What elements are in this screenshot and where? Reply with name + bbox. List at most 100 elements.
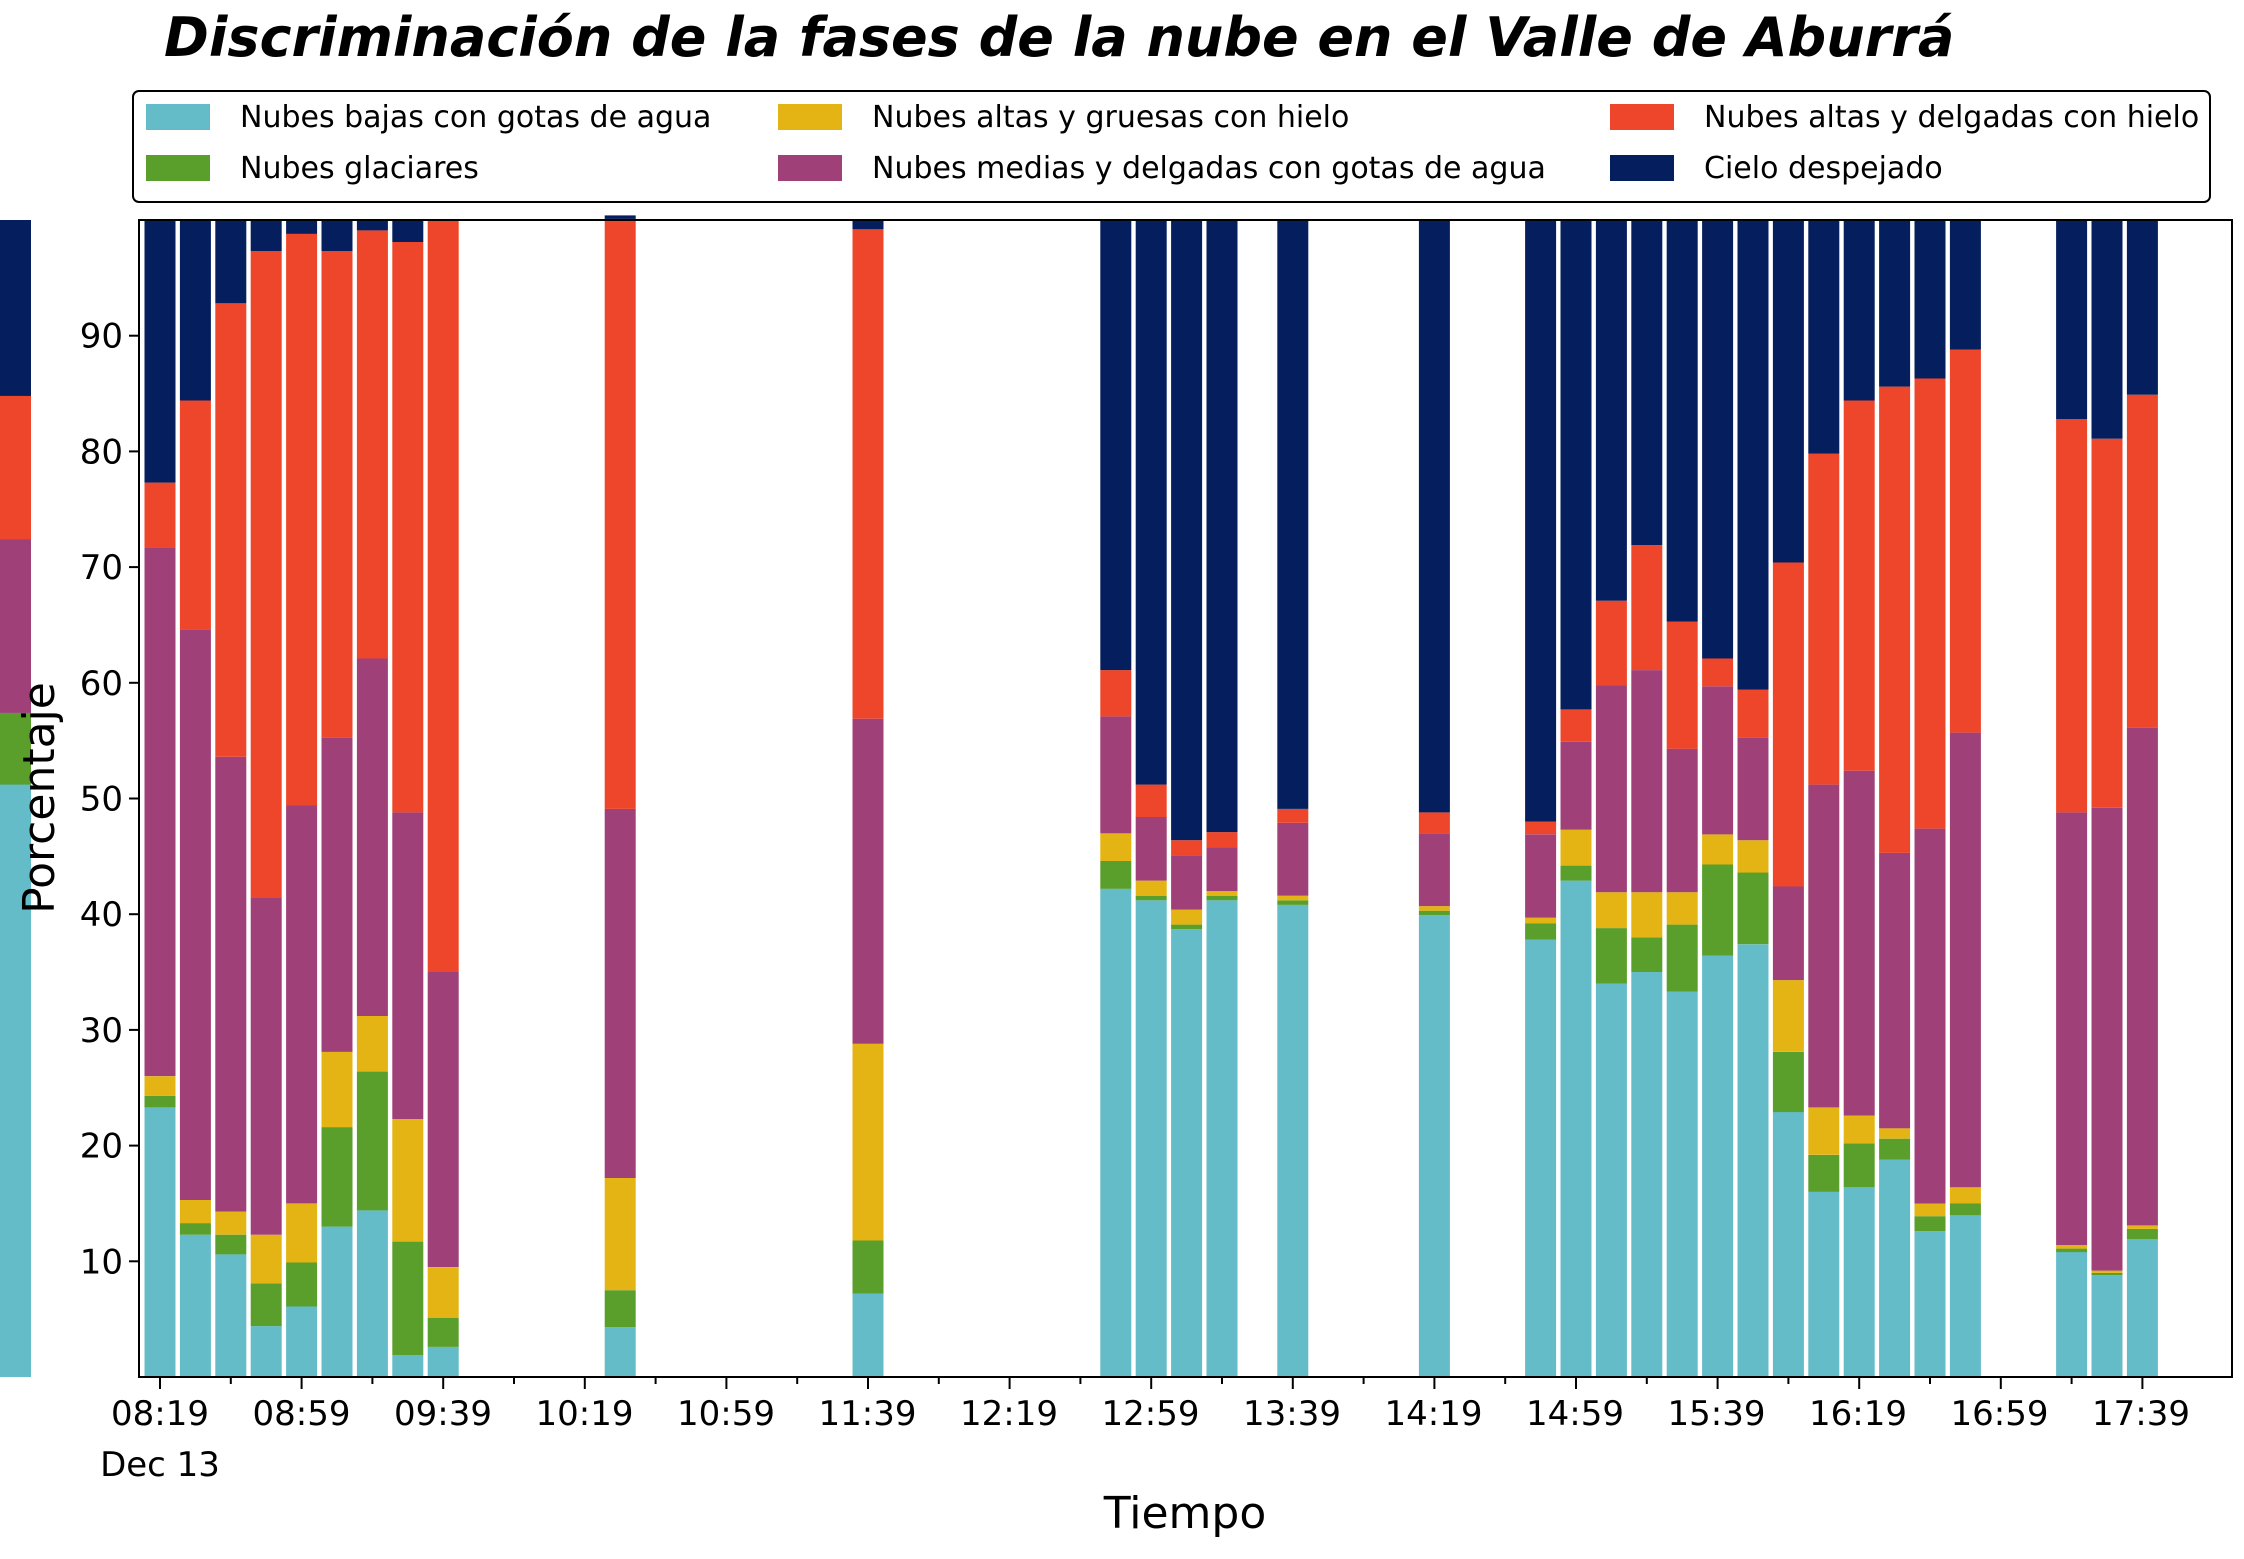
bar-segment xyxy=(1631,892,1663,938)
x-tick-label: 14:19 xyxy=(1385,1394,1483,1434)
bar-segment xyxy=(250,1326,282,1377)
bar-segment xyxy=(1949,1203,1981,1216)
bar-segment xyxy=(1100,888,1132,1377)
bar-segment xyxy=(250,220,282,252)
bar-segment xyxy=(2056,1252,2088,1377)
legend-swatch xyxy=(146,155,210,181)
bar-segment xyxy=(1737,737,1769,841)
y-tick-label: 90 xyxy=(80,317,123,357)
bar-segment xyxy=(1525,923,1557,940)
bar-segment xyxy=(1560,829,1592,866)
bar-segment xyxy=(852,220,884,230)
y-tick-label: 80 xyxy=(80,432,123,472)
bar-segment xyxy=(1914,1203,1946,1217)
legend-entry: Nubes bajas con gotas de agua xyxy=(240,100,711,135)
bar-segment xyxy=(144,1107,176,1377)
x-tick-label: 11:39 xyxy=(819,1394,917,1434)
bar-segment xyxy=(392,1241,424,1355)
chart-title: Discriminación de la fases de la nube en… xyxy=(164,6,1954,69)
bar-segment xyxy=(1135,784,1167,817)
bar-segment xyxy=(604,1327,636,1377)
bar-segment xyxy=(1772,562,1804,887)
bar-segment xyxy=(1100,220,1132,671)
bar-segment xyxy=(215,220,247,304)
bar-segment xyxy=(144,1095,176,1108)
bar-segment xyxy=(1418,915,1450,1377)
x-tick-label: 17:39 xyxy=(2092,1394,2190,1434)
bar-segment xyxy=(392,812,424,1119)
y-tick-label: 40 xyxy=(80,895,123,935)
bar-segment xyxy=(427,1318,459,1347)
bar-segment xyxy=(2091,1272,2123,1276)
x-tick-label: 10:19 xyxy=(536,1394,634,1434)
bar-segment xyxy=(1879,220,1911,387)
bar-segment xyxy=(1206,900,1238,1377)
bar-segment xyxy=(604,215,636,219)
bar-segment xyxy=(2056,812,2088,1246)
bar-segment xyxy=(321,1226,353,1377)
bar-segment xyxy=(1666,892,1698,925)
bar-segment xyxy=(286,220,318,234)
y-tick-label: 20 xyxy=(80,1127,123,1167)
bar-segment xyxy=(1525,821,1557,835)
bar-segment xyxy=(1737,689,1769,738)
bar-segment xyxy=(356,1016,388,1072)
bar-segment xyxy=(392,220,424,242)
bar-segment xyxy=(1418,906,1450,911)
bar-segment xyxy=(2126,1228,2158,1240)
bar-segment xyxy=(1737,944,1769,1377)
bar-segment xyxy=(0,395,31,540)
bar-segment xyxy=(852,718,884,1044)
bar-segment xyxy=(852,1293,884,1377)
bar-segment xyxy=(286,1306,318,1377)
bar-segment xyxy=(179,629,211,1200)
bar-segment xyxy=(215,1254,247,1377)
bar-segment xyxy=(1914,1216,1946,1232)
bar-segment xyxy=(179,220,211,401)
bar-segment xyxy=(1525,939,1557,1377)
bar-segment xyxy=(1879,1128,1911,1139)
bar-segment xyxy=(1525,220,1557,822)
bar-segment xyxy=(392,1355,424,1377)
y-axis-label: Porcentaje xyxy=(14,682,65,914)
legend-frame xyxy=(132,90,2211,203)
bar-segment xyxy=(1808,1107,1840,1155)
bar-segment xyxy=(179,400,211,630)
bar-segment xyxy=(1206,847,1238,892)
bar-segment xyxy=(1100,833,1132,861)
bar-segment xyxy=(1277,900,1309,905)
bar-segment xyxy=(144,220,176,483)
x-tick-label: 08:19 xyxy=(111,1394,209,1434)
bar-segment xyxy=(1843,400,1875,771)
bar-segment xyxy=(144,547,176,1077)
legend-entry: Nubes altas y gruesas con hielo xyxy=(872,100,1349,135)
bar-segment xyxy=(1171,929,1203,1377)
bar-segment xyxy=(1843,1143,1875,1188)
bar-segment xyxy=(356,1210,388,1377)
bar-segment xyxy=(1525,917,1557,924)
y-axis: 10 20 30 40 50 60 70 80 90 xyxy=(80,317,139,1282)
bar-segment xyxy=(1206,220,1238,833)
bar-segment xyxy=(1949,220,1981,350)
bar-segment xyxy=(1666,924,1698,992)
bar-segment xyxy=(1808,784,1840,1108)
bar-segment xyxy=(179,1200,211,1224)
bar-segment xyxy=(1277,904,1309,1377)
legend-swatch xyxy=(146,104,210,130)
bar-segment xyxy=(2091,807,2123,1271)
plot-area: 10 20 30 40 50 60 70 80 90 08:19 08:59 09:39 10:19 1… xyxy=(0,215,2233,1434)
bar-segment xyxy=(1879,852,1911,1129)
bar-segment xyxy=(1277,822,1309,896)
bar-segment xyxy=(1631,972,1663,1377)
bar-segment xyxy=(0,539,31,713)
bar-segment xyxy=(2126,727,2158,1226)
bar-segment xyxy=(1631,220,1663,546)
bar-segment xyxy=(144,1076,176,1096)
bar-segment xyxy=(1772,980,1804,1052)
bar-segment xyxy=(1631,545,1663,671)
bar-segment xyxy=(1914,378,1946,829)
bar-segment xyxy=(2091,1275,2123,1377)
bar-segment xyxy=(1560,880,1592,1377)
bar-segment xyxy=(321,1127,353,1227)
